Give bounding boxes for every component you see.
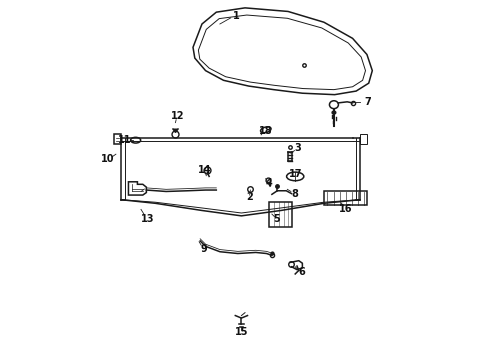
- Text: 13: 13: [141, 214, 154, 224]
- Text: 3: 3: [294, 143, 301, 153]
- Text: 10: 10: [101, 154, 115, 164]
- Text: 6: 6: [298, 267, 305, 277]
- Text: 15: 15: [235, 327, 248, 337]
- Text: 14: 14: [198, 165, 212, 175]
- Text: 9: 9: [200, 244, 207, 254]
- Text: 16: 16: [340, 204, 353, 214]
- Text: 18: 18: [259, 126, 272, 135]
- Text: 11: 11: [118, 135, 132, 145]
- Text: 17: 17: [289, 169, 302, 179]
- Text: 2: 2: [246, 192, 253, 202]
- Text: 1: 1: [233, 11, 240, 21]
- Text: 7: 7: [364, 97, 371, 107]
- Text: 12: 12: [171, 111, 184, 121]
- Text: 4: 4: [266, 178, 273, 188]
- Text: 8: 8: [292, 189, 298, 199]
- Text: 5: 5: [273, 215, 280, 224]
